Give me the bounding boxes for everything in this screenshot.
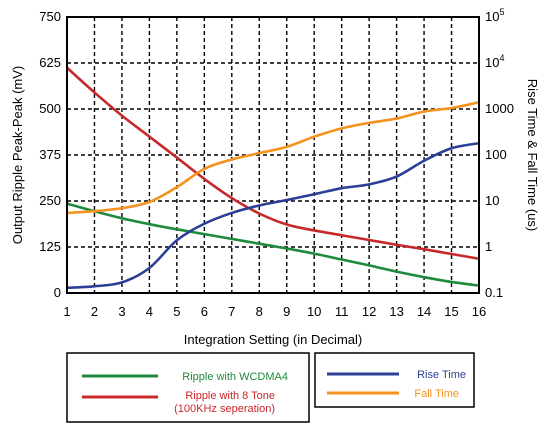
- x-tick-label: 13: [389, 304, 403, 319]
- x-axis-title: Integration Setting (in Decimal): [184, 332, 362, 347]
- x-tick-label: 15: [444, 304, 458, 319]
- legend-label-8tone-sub: (100KHz seperation): [174, 403, 275, 415]
- legend-label-fall-time: Fall Time: [414, 388, 459, 400]
- x-tick-label: 6: [201, 304, 208, 319]
- left-tick-label: 125: [39, 239, 61, 254]
- legend-label-rise-time: Rise Time: [417, 369, 466, 381]
- right-axis-ticks: 0.1 1 10 100 1000 104 105: [485, 7, 514, 300]
- x-tick-label: 3: [118, 304, 125, 319]
- right-tick-label: 1: [485, 239, 492, 254]
- series-line-ripple-with-wcdma4: [66, 202, 480, 287]
- x-tick-label: 2: [91, 304, 98, 319]
- series-line-rise-time: [66, 141, 480, 290]
- right-axis-title: Rise Time & Fall Time (us): [525, 79, 540, 231]
- x-tick-label: 1: [63, 304, 70, 319]
- right-tick-label: 100: [485, 147, 507, 162]
- x-tick-label: 11: [335, 304, 349, 319]
- right-tick-exponent: 4: [499, 53, 504, 63]
- left-tick-label: 500: [39, 101, 61, 116]
- legend-box-times: [314, 352, 475, 408]
- x-tick-label: 14: [417, 304, 431, 319]
- right-tick-label: 0.1: [485, 285, 503, 300]
- left-tick-label: 625: [39, 55, 61, 70]
- left-tick-label: 375: [39, 147, 61, 162]
- series-line-ripple-with-8-tone-100khz-seperation: [66, 66, 480, 261]
- x-tick-label: 4: [146, 304, 153, 319]
- left-axis-ticks: 0 125 250 375 500 625 750: [39, 9, 61, 300]
- series-group: [66, 66, 480, 290]
- x-tick-label: 10: [307, 304, 321, 319]
- left-tick-label: 250: [39, 193, 61, 208]
- right-tick-label: 1000: [485, 101, 514, 116]
- plot-frame: [66, 16, 480, 294]
- x-tick-label: 16: [472, 304, 486, 319]
- series-line-fall-time: [66, 101, 480, 215]
- legend: Ripple with WCDMA4 Ripple with 8 Tone (1…: [66, 352, 475, 423]
- right-tick-label: 10: [485, 193, 499, 208]
- right-tick-exponent: 5: [499, 7, 504, 17]
- left-tick-label: 0: [54, 285, 61, 300]
- x-tick-label: 7: [228, 304, 235, 319]
- right-tick-label: 105: [485, 7, 504, 24]
- left-tick-label: 750: [39, 9, 61, 24]
- right-tick-label: 104: [485, 53, 504, 70]
- x-tick-label: 5: [173, 304, 180, 319]
- legend-box-ripple: [66, 352, 310, 423]
- grid: [67, 17, 479, 293]
- x-tick-label: 8: [256, 304, 263, 319]
- x-axis-ticks: 1 2 3 4 5 6 7 8 9 10 11 12 13 14 15 16: [63, 304, 486, 319]
- left-axis-title: Output Ripple Peak-Peak (mV): [10, 66, 25, 244]
- legend-label-wcdma4: Ripple with WCDMA4: [182, 371, 288, 383]
- x-tick-label: 12: [362, 304, 376, 319]
- legend-label-8tone: Ripple with 8 Tone: [185, 390, 275, 402]
- x-tick-label: 9: [283, 304, 290, 319]
